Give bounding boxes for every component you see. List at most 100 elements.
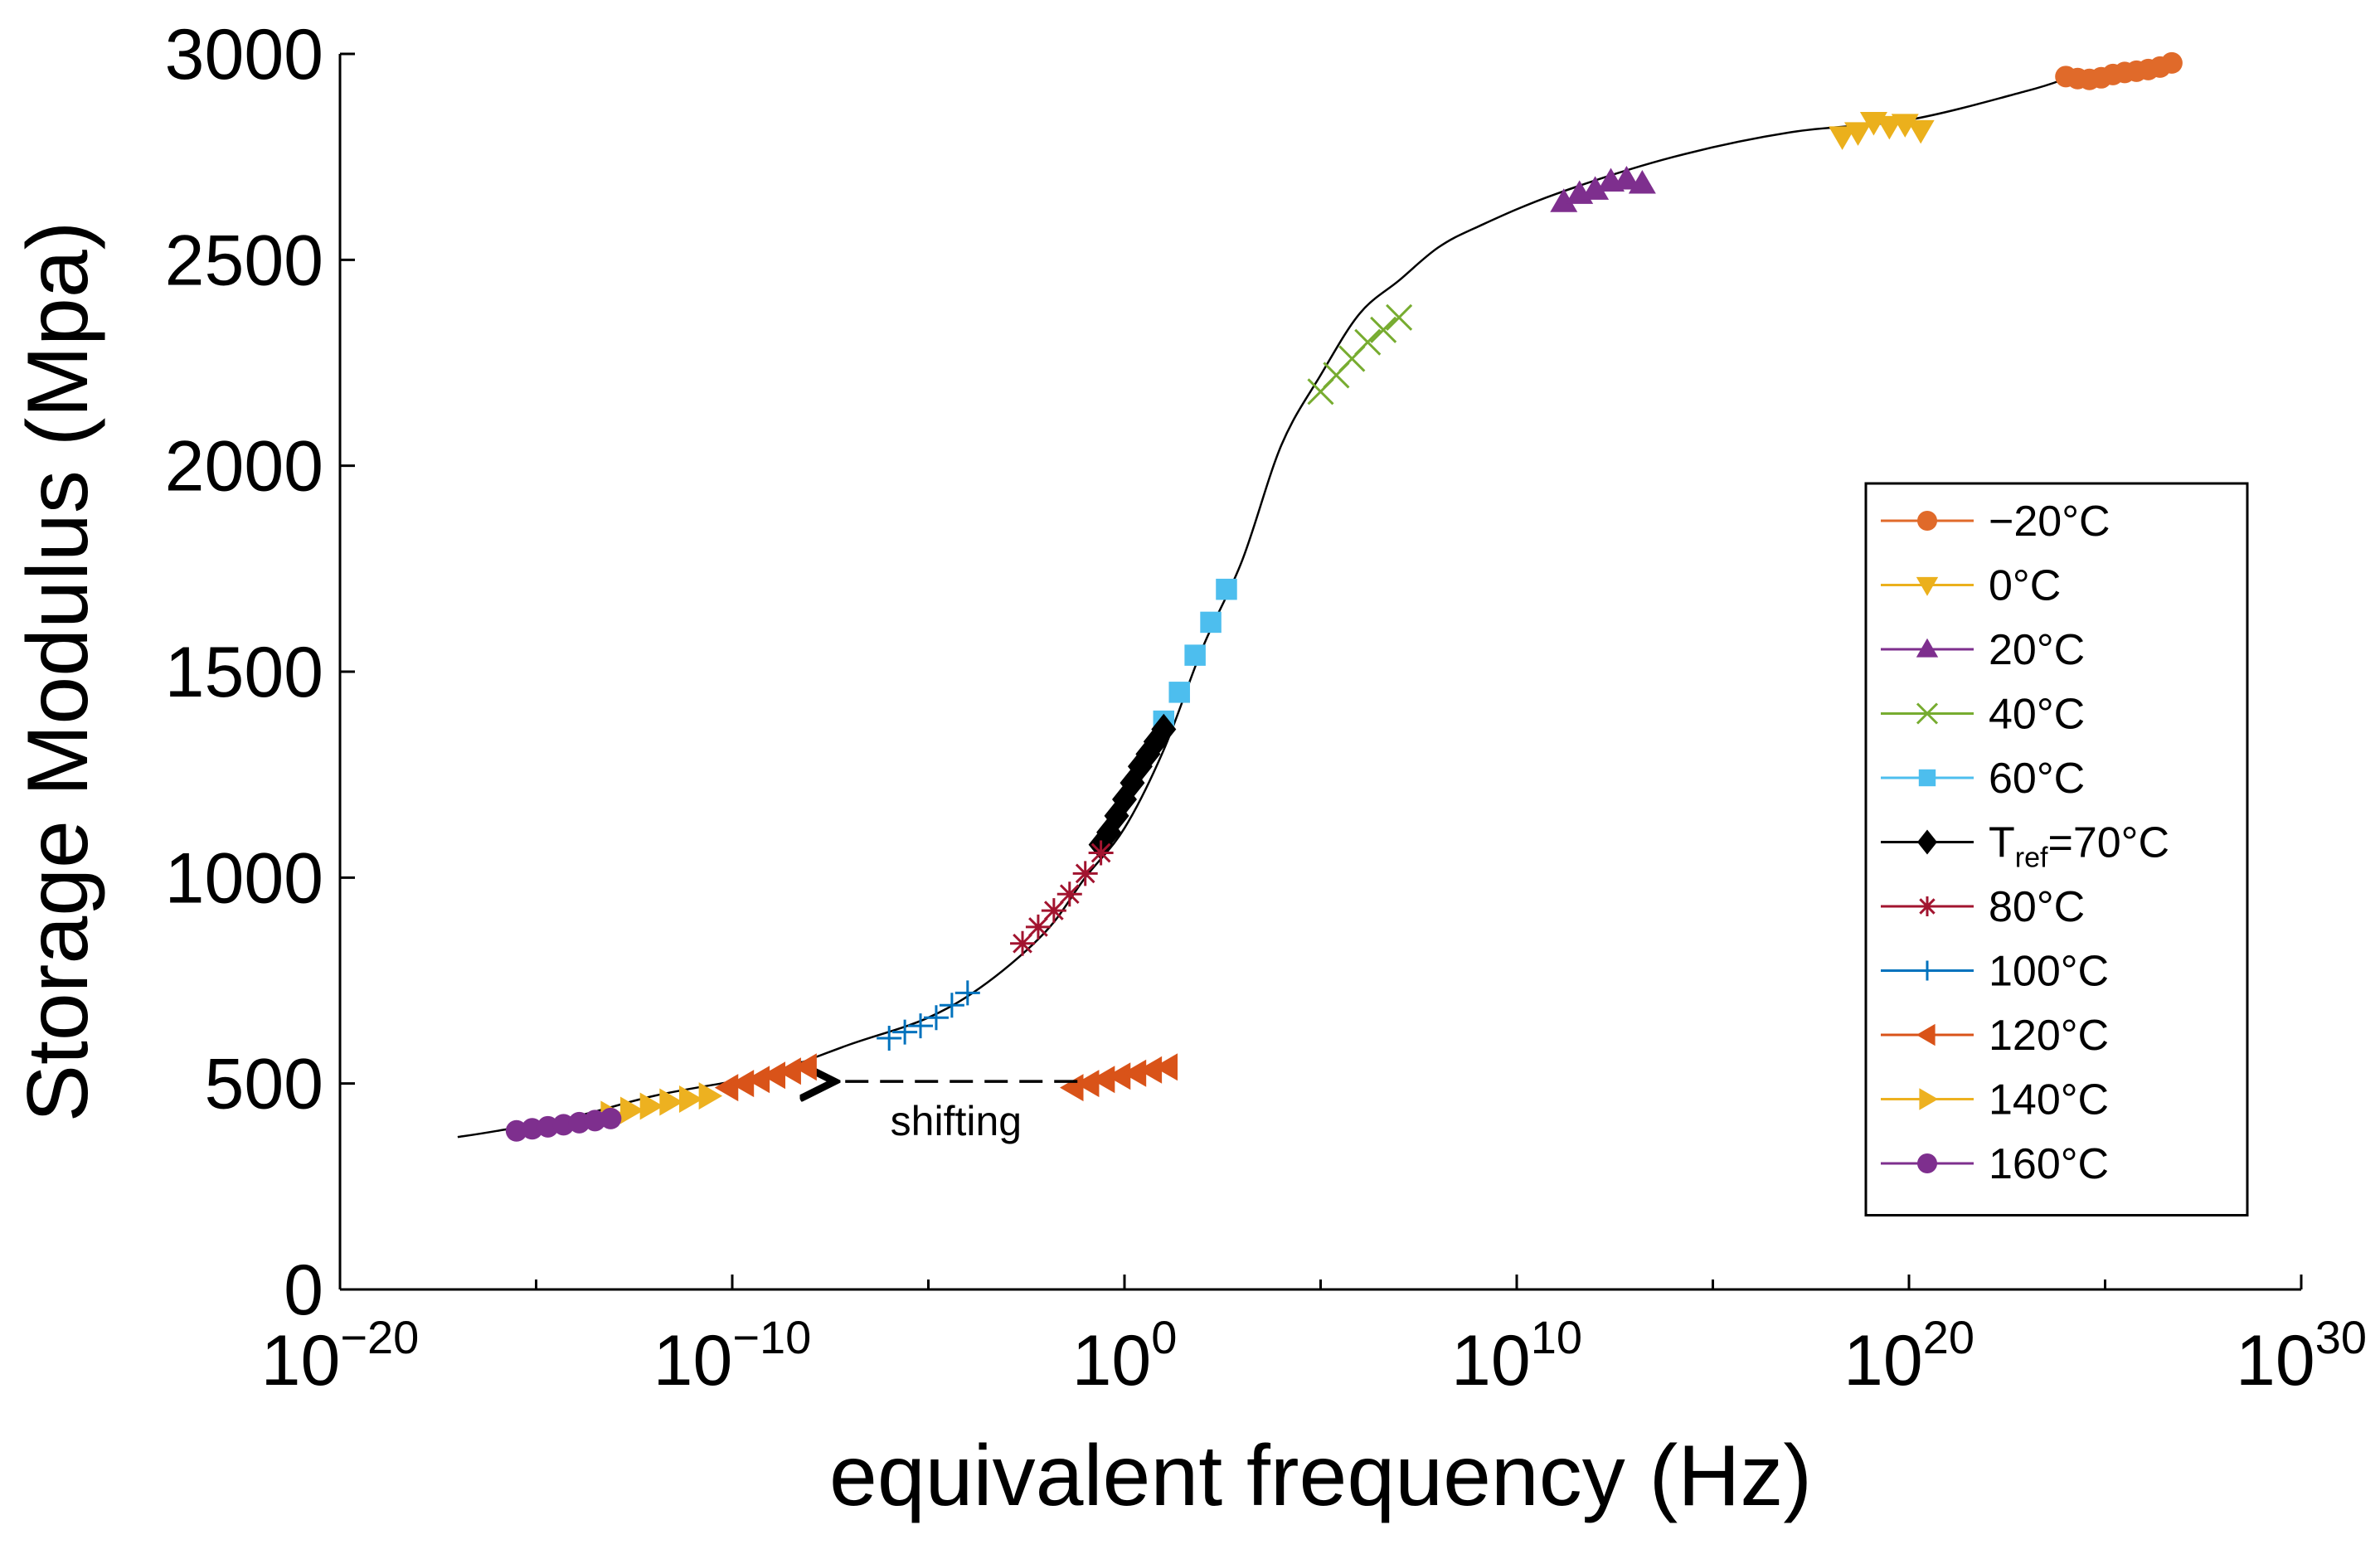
- unshifted-data-point: [1154, 1053, 1178, 1081]
- data-point: [777, 1057, 801, 1085]
- series-5: [1088, 713, 1177, 861]
- legend-label: 40°C: [1989, 691, 2085, 739]
- y-tick-label: 2500: [165, 221, 323, 300]
- legend-label-text: 160°C: [1989, 1140, 2109, 1188]
- unshifted-data-point: [1075, 1070, 1100, 1098]
- legend-item: Tref=70°C: [1881, 819, 2169, 874]
- legend-label: 100°C: [1989, 948, 2109, 996]
- x-tick-exponent: −20: [340, 1311, 419, 1363]
- data-point: [1829, 126, 1857, 150]
- data-point: [505, 1119, 527, 1142]
- data-point: [1200, 611, 1222, 634]
- legend-label-text: −20°C: [1989, 498, 2110, 546]
- data-point: [552, 1114, 575, 1136]
- x-tick-label: 1020: [1843, 1311, 1974, 1401]
- legend-item: 40°C: [1881, 691, 2085, 739]
- data-point: [698, 1082, 723, 1110]
- y-tick-label: 0: [284, 1250, 323, 1330]
- legend-label: 0°C: [1989, 562, 2061, 610]
- shifting-label: shifting: [891, 1098, 1022, 1144]
- x-tick-base: 10: [261, 1321, 341, 1401]
- data-point: [2160, 51, 2183, 74]
- data-point: [1628, 169, 1656, 194]
- data-point: [714, 1074, 739, 1102]
- unshifted-data-point: [1138, 1056, 1163, 1084]
- x-tick-base: 10: [653, 1321, 733, 1401]
- data-point: [877, 1026, 902, 1051]
- data-point: [1041, 898, 1066, 924]
- legend-label-text: 120°C: [1989, 1012, 2109, 1060]
- legend-item: 20°C: [1881, 626, 2085, 674]
- x-tick-label: 10−10: [653, 1311, 812, 1401]
- x-tick-base: 10: [1843, 1321, 1923, 1401]
- legend-label-text: 40°C: [1989, 691, 2085, 739]
- data-point: [1550, 188, 1578, 212]
- y-tick-label: 500: [205, 1045, 324, 1124]
- series-4: [1153, 578, 1237, 732]
- legend-item: 100°C: [1881, 948, 2109, 996]
- legend-label: 160°C: [1989, 1140, 2109, 1188]
- y-tick-label: 1000: [165, 838, 323, 918]
- legend-label: 120°C: [1989, 1012, 2109, 1060]
- series-8: [714, 1053, 817, 1102]
- data-point: [908, 1013, 934, 1039]
- legend-swatch-marker: [1916, 1023, 1936, 1046]
- series-1: [1829, 111, 1935, 150]
- data-point: [1010, 930, 1036, 956]
- legend-item: −20°C: [1881, 498, 2110, 546]
- legend-swatch-marker: [1919, 1088, 1939, 1110]
- legend-item: 80°C: [1881, 883, 2085, 931]
- data-point: [1612, 165, 1640, 190]
- x-tick-exponent: 0: [1151, 1311, 1177, 1363]
- data-point: [568, 1111, 590, 1134]
- x-axis-title: equivalent frequency (Hz): [829, 1428, 1812, 1524]
- legend-label-text: 140°C: [1989, 1076, 2109, 1124]
- legend-item: 160°C: [1881, 1140, 2109, 1188]
- data-series: [505, 51, 2183, 1142]
- y-axis-ticks: 0 500 1000 1500 2000 2500 3000: [165, 15, 355, 1330]
- unshifted-data-point: [1106, 1062, 1131, 1090]
- legend-label: 60°C: [1989, 755, 2085, 803]
- data-point: [761, 1061, 786, 1090]
- data-point: [892, 1019, 918, 1045]
- data-point: [537, 1115, 559, 1138]
- legend-item: 60°C: [1881, 755, 2085, 803]
- legend-label: 140°C: [1989, 1076, 2109, 1124]
- data-point: [1370, 316, 1397, 343]
- data-point: [678, 1085, 703, 1114]
- unshifted-data-point: [1060, 1074, 1084, 1102]
- data-point: [1151, 713, 1177, 745]
- legend-label: Tref=70°C: [1989, 819, 2169, 874]
- series-0: [2055, 51, 2183, 90]
- x-tick-exponent: 10: [1531, 1311, 1582, 1363]
- legend-swatch-marker: [1916, 638, 1939, 658]
- legend-label-text: 0°C: [1989, 562, 2061, 610]
- data-point: [939, 993, 964, 1018]
- unshifted-120c-series: [1060, 1053, 1178, 1102]
- data-point: [954, 980, 980, 1006]
- y-tick-label: 2000: [165, 427, 323, 507]
- x-tick-label: 1010: [1451, 1311, 1582, 1401]
- legend-label: 20°C: [1989, 626, 2085, 674]
- y-tick-label: 3000: [165, 15, 323, 95]
- data-point: [584, 1110, 606, 1132]
- series-6: [1010, 840, 1114, 956]
- data-point: [793, 1053, 817, 1081]
- data-point: [730, 1070, 755, 1098]
- data-point: [1891, 114, 1919, 138]
- data-point: [1216, 578, 1237, 600]
- legend-label-text: T: [1989, 819, 2015, 867]
- x-tick-base: 10: [2236, 1321, 2315, 1401]
- legend-swatch-marker: [1918, 769, 1936, 787]
- series-2: [1550, 165, 1656, 212]
- legend: −20°C 0°C 20°C 40°C 60°C Tref=70°C 80°C 100°C 12…: [1864, 482, 2249, 1216]
- x-tick-label: 100: [1072, 1311, 1178, 1401]
- x-tick-base: 10: [1072, 1321, 1152, 1401]
- legend-label-text: 60°C: [1989, 755, 2085, 803]
- data-point: [1072, 861, 1098, 886]
- legend-label-text: 100°C: [1989, 948, 2109, 996]
- data-point: [521, 1118, 543, 1140]
- data-point: [1581, 176, 1610, 200]
- y-tick-label: 1500: [165, 633, 323, 712]
